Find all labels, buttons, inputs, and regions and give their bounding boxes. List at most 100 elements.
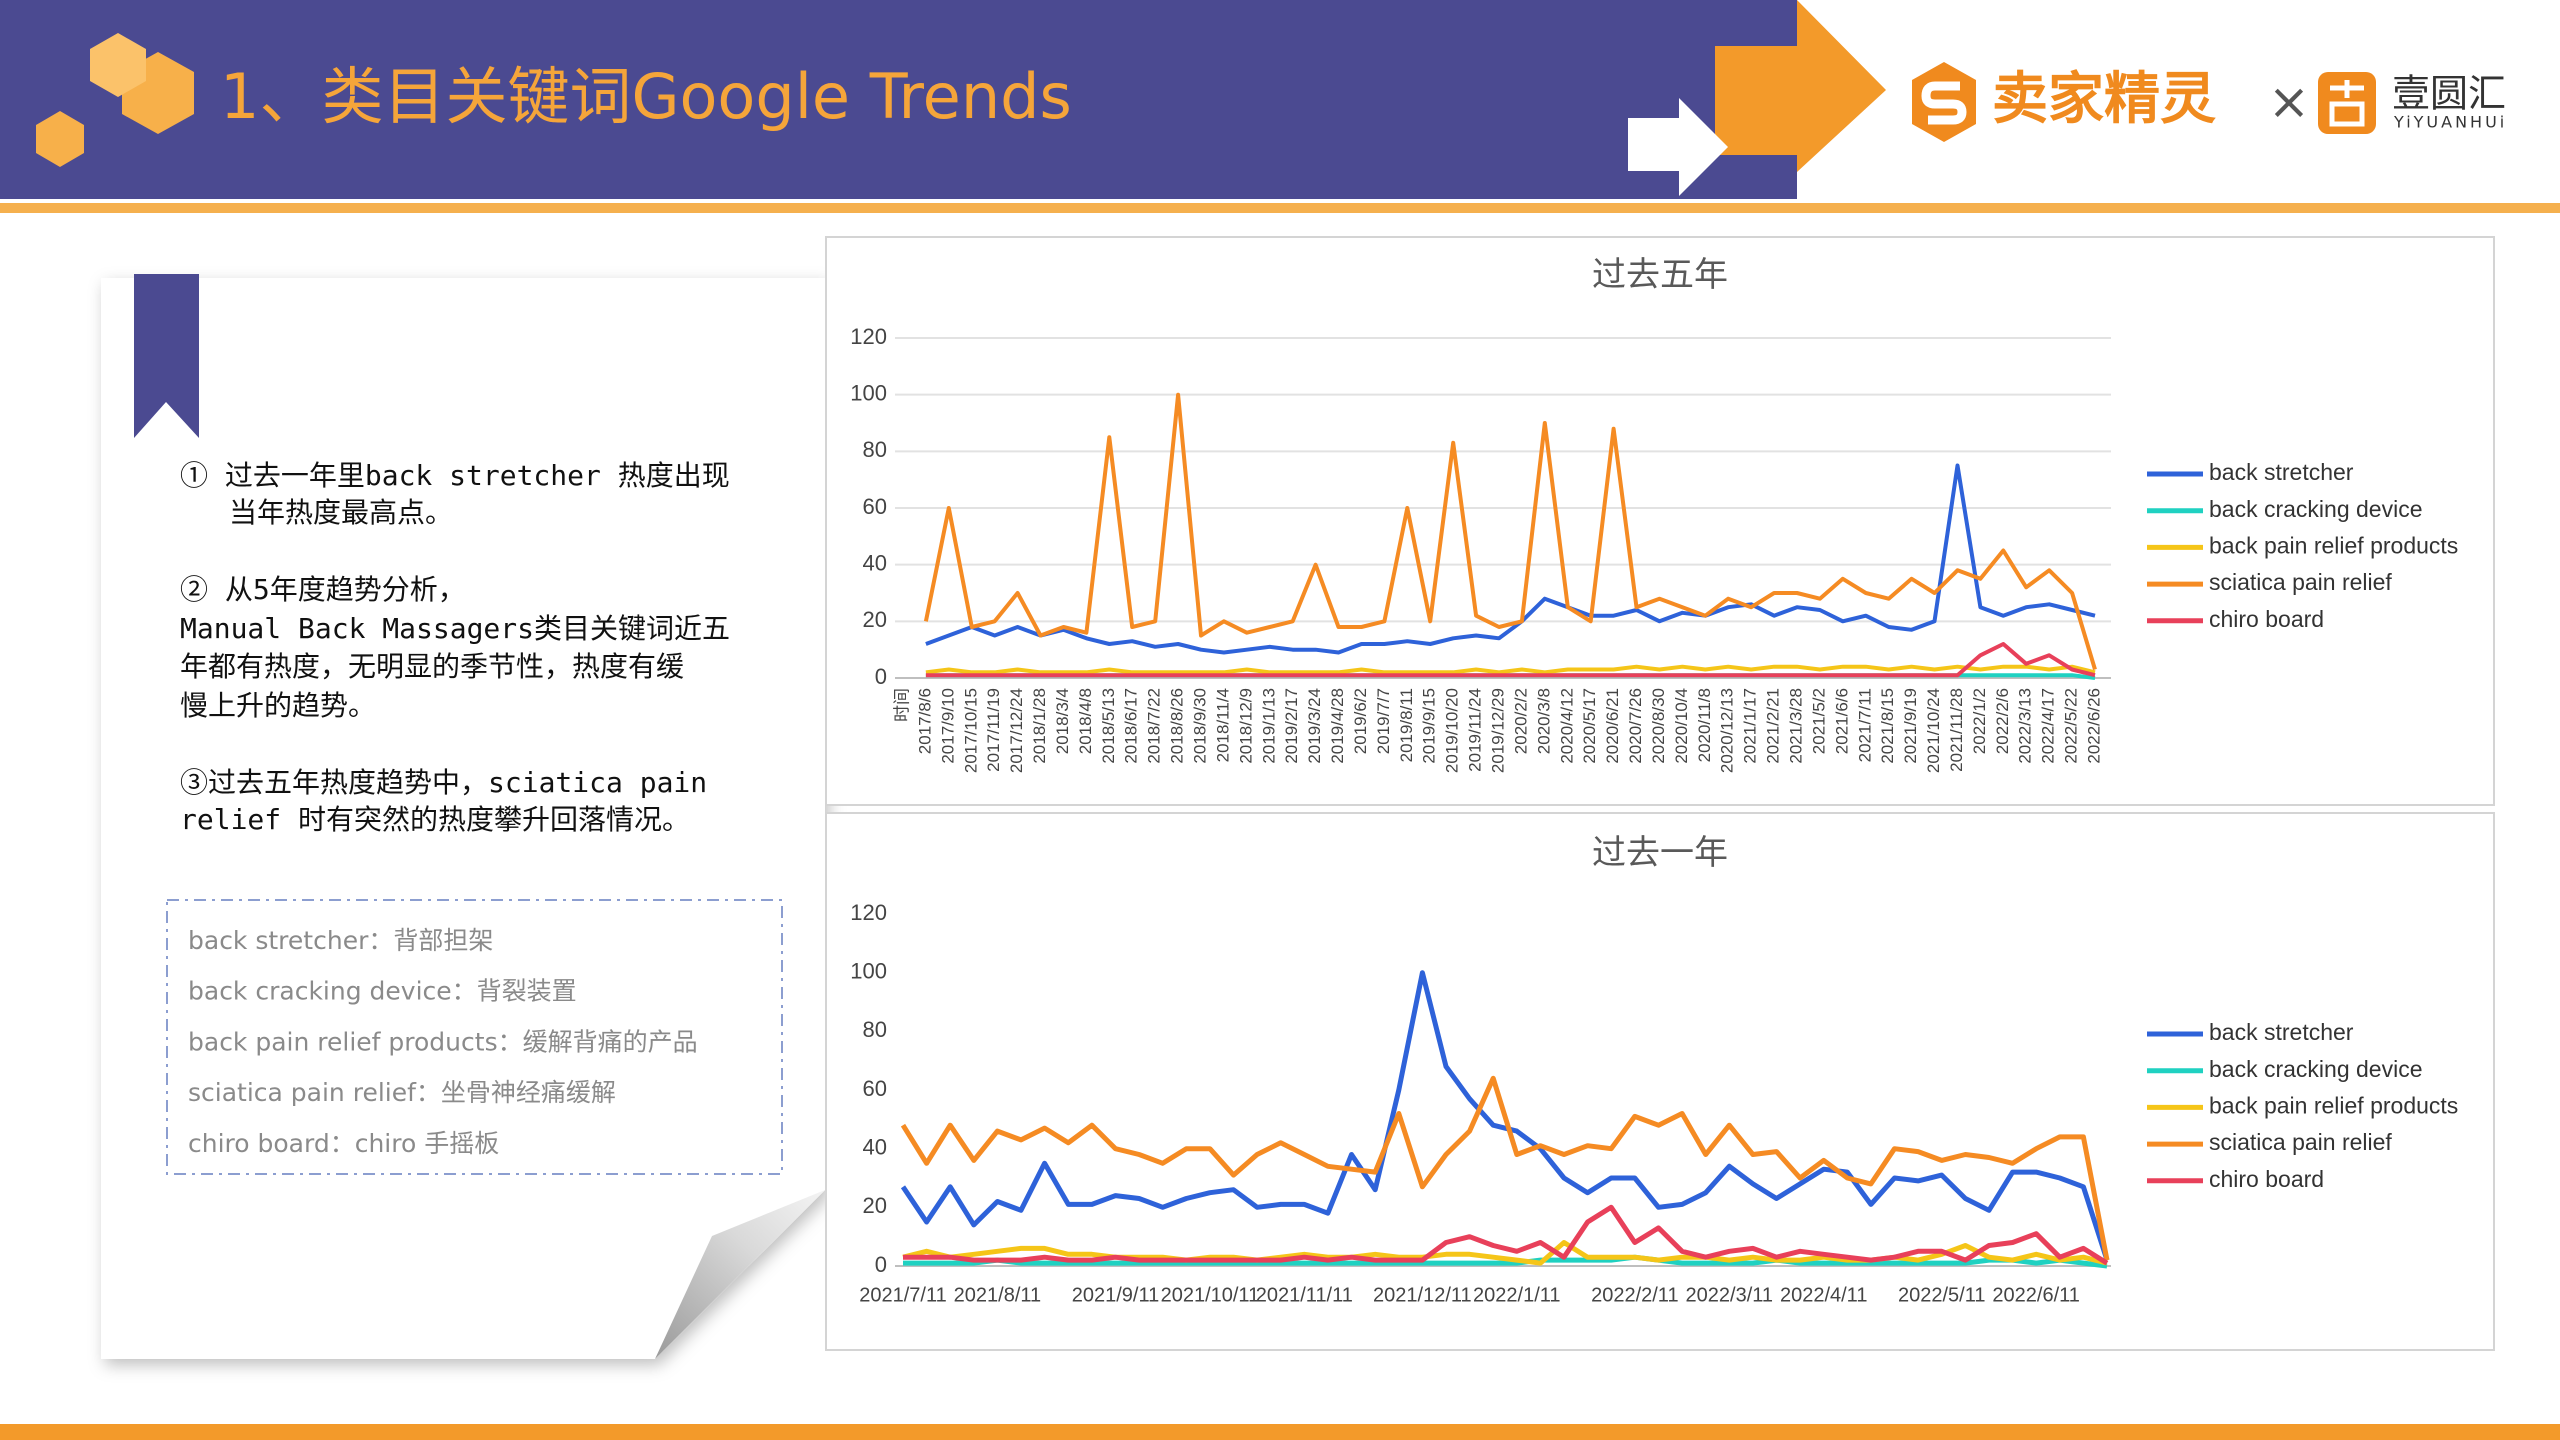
- legend-label: back pain relief products: [2209, 532, 2458, 558]
- y-tick-label: 120: [850, 900, 887, 925]
- x-tick-label: 2017/12/24: [1007, 688, 1026, 773]
- x-tick-label: 2022/1/2: [1970, 688, 1989, 754]
- x-tick-label: 2018/11/4: [1213, 688, 1232, 762]
- x-tick-label: 2017/11/19: [984, 688, 1003, 772]
- legend-label: back cracking device: [2209, 1056, 2423, 1082]
- x-tick-label: 时间: [892, 688, 911, 722]
- x-tick-label: 2022/4/17: [2039, 688, 2058, 764]
- brand-subname: YiYUANHUi: [2393, 113, 2507, 132]
- hexagon: [90, 33, 146, 97]
- brand-icon-mark: [1921, 81, 1967, 125]
- y-tick-label: 60: [863, 1076, 887, 1101]
- x-tick-label: 2018/6/17: [1122, 688, 1141, 764]
- x-tick-label: 2019/8/11: [1397, 688, 1416, 762]
- series-line: [923, 392, 2097, 671]
- x-tick-label: 2022/5/11: [1898, 1284, 1986, 1306]
- legend-label: back cracking device: [2209, 496, 2423, 522]
- header-rule: [0, 203, 2560, 213]
- note-card: [101, 278, 825, 1359]
- series-line: [903, 1254, 2108, 1269]
- x-tick-label: 2021/2/21: [1764, 688, 1783, 764]
- x-tick-label: 2020/5/17: [1580, 688, 1599, 764]
- note-line: Manual Back Massagers类目关键词近五: [180, 612, 730, 645]
- x-tick-label: 2022/3/13: [2016, 688, 2035, 764]
- series-line: [925, 664, 2096, 675]
- x-tick-label: 2019/11/24: [1466, 688, 1485, 772]
- legend-label: back stretcher: [2209, 1019, 2354, 1045]
- x-tick-label: 2018/9/30: [1190, 688, 1209, 764]
- arrow: [1628, 98, 1728, 196]
- note-line: ② 从5年度趋势分析，: [180, 573, 466, 606]
- x-tick-label: 2022/2/6: [1993, 688, 2012, 754]
- x-tick-label: 2021/11/28: [1947, 688, 1966, 772]
- glossary-box: [166, 899, 783, 1175]
- x-tick-label: 2021/5/2: [1809, 688, 1828, 754]
- y-tick-label: 120: [850, 324, 887, 349]
- x-tick-label: 2018/3/4: [1053, 688, 1072, 754]
- series-line: [925, 642, 2096, 678]
- legend-label: chiro board: [2209, 1166, 2324, 1192]
- chart-frame: [825, 236, 2495, 806]
- x-tick-label: 2022/6/26: [2084, 688, 2103, 764]
- x-tick-label: 2017/10/15: [961, 688, 980, 773]
- x-tick-label: 2019/10/20: [1443, 688, 1462, 773]
- x-tick-label: 2021/9/19: [1901, 688, 1920, 764]
- x-tick-label: 2019/2/17: [1282, 688, 1301, 764]
- series-line: [900, 970, 2110, 1261]
- x-tick-label: 2021/9/11: [1072, 1284, 1160, 1306]
- series-line: [903, 1204, 2109, 1266]
- series-line: [925, 463, 2096, 655]
- x-tick-label: 2019/7/7: [1374, 688, 1393, 754]
- chart-title: 过去五年: [1592, 255, 1728, 295]
- x-tick-label: 2019/1/13: [1259, 688, 1278, 764]
- series-line: [902, 1240, 2108, 1266]
- note-line: ① 过去一年里back stretcher 热度出现: [180, 459, 730, 492]
- x-tick-label: 2021/10/24: [1924, 688, 1943, 773]
- brand-times: ×: [2268, 73, 2310, 131]
- x-tick-label: 2021/10/11: [1161, 1284, 1260, 1306]
- x-tick-label: 2019/4/28: [1328, 688, 1347, 764]
- x-tick-label: 2022/2/11: [1591, 1284, 1679, 1306]
- note-line: 当年热度最高点。: [229, 496, 453, 529]
- series-line: [900, 1075, 2110, 1261]
- legend-label: sciatica pain relief: [2209, 1129, 2392, 1155]
- glossary-entry: sciatica pain relief：坐骨神经痛缓解: [188, 1078, 616, 1107]
- x-tick-label: 2021/8/15: [1878, 688, 1897, 764]
- glossary-entry: back stretcher：背部担架: [188, 926, 493, 955]
- x-tick-label: 2022/6/11: [1992, 1284, 2080, 1306]
- note-line: 慢上升的趋势。: [180, 689, 376, 722]
- y-tick-label: 40: [863, 550, 887, 575]
- y-tick-label: 100: [850, 380, 887, 405]
- brand-name: 壹圆汇: [2392, 72, 2506, 116]
- header-title: 1、类目关键词Google Trends: [220, 60, 1072, 133]
- x-tick-label: 2018/1/28: [1030, 688, 1049, 764]
- x-tick-label: 2019/6/2: [1351, 688, 1370, 754]
- y-tick-label: 80: [863, 437, 887, 462]
- hexagon: [36, 111, 84, 167]
- x-tick-label: 2020/12/13: [1718, 688, 1737, 773]
- y-tick-label: 20: [863, 607, 887, 632]
- x-tick-label: 2019/9/15: [1420, 688, 1439, 764]
- y-tick-label: 0: [875, 1252, 887, 1277]
- x-tick-label: 2021/7/11: [1855, 688, 1874, 762]
- y-tick-label: 80: [863, 1017, 887, 1042]
- x-tick-label: 2022/1/11: [1473, 1284, 1561, 1306]
- chart-title: 过去一年: [1592, 833, 1728, 873]
- x-tick-label: 2021/8/11: [954, 1284, 1042, 1306]
- note-line: relief 时有突然的热度攀升回落情况。: [180, 803, 690, 836]
- glossary-entry: chiro board：chiro 手摇板: [188, 1129, 499, 1158]
- x-tick-label: 2020/11/8: [1695, 688, 1714, 762]
- note-line: ③过去五年热度趋势中，sciatica pain: [180, 766, 707, 799]
- glossary: back stretcher：背部担架 back cracking device：…: [188, 926, 698, 1158]
- x-tick-label: 2018/7/22: [1145, 688, 1164, 764]
- note-line: 年都有热度，无明显的季节性，热度有缓: [180, 650, 684, 683]
- y-tick-label: 20: [863, 1193, 887, 1218]
- x-tick-label: 2018/5/13: [1099, 688, 1118, 764]
- x-tick-label: 2021/7/11: [859, 1284, 947, 1306]
- x-tick-label: 2021/12/11: [1373, 1284, 1472, 1306]
- x-tick-label: 2019/12/29: [1488, 688, 1507, 773]
- x-tick-label: 2020/2/2: [1511, 688, 1530, 754]
